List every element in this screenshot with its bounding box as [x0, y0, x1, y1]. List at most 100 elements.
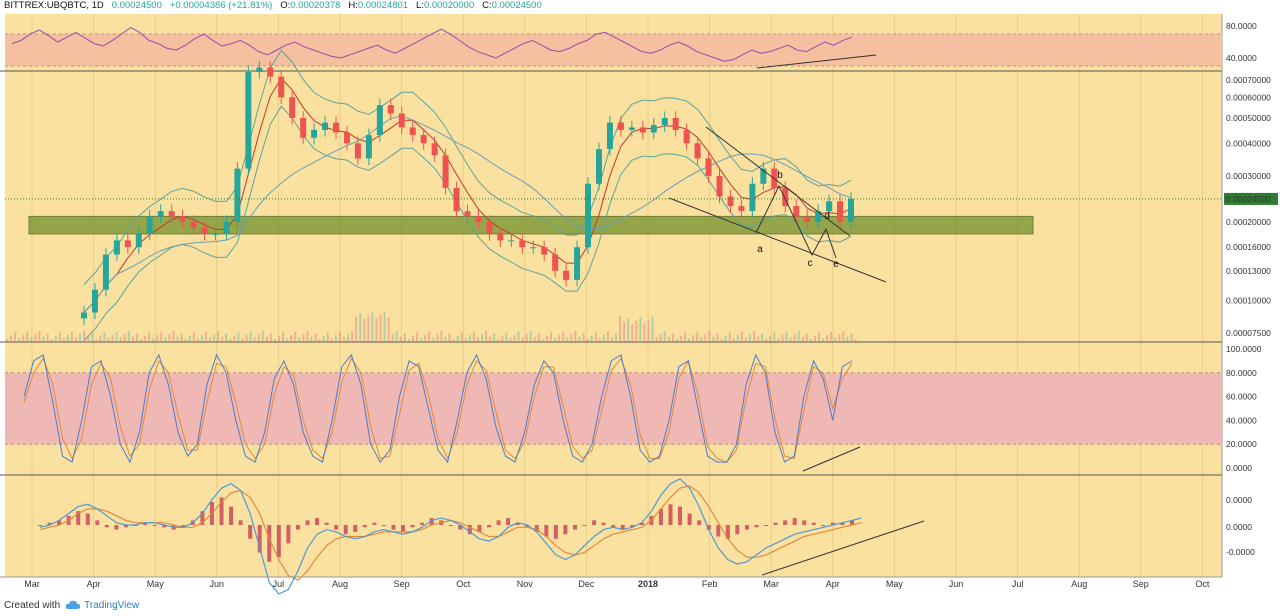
macd-bar: [792, 518, 797, 525]
macd-bar: [334, 525, 339, 530]
volume-bar: [801, 336, 804, 341]
month-label: Dec: [578, 579, 595, 589]
candle-body: [497, 233, 504, 241]
macd-bar: [811, 522, 816, 525]
candle-body: [234, 168, 241, 222]
volume-bar: [813, 335, 816, 341]
volume-bar: [598, 338, 601, 341]
candle-body: [333, 122, 340, 133]
month-label: May: [147, 579, 165, 589]
candle-body: [848, 198, 854, 222]
volume-bar: [103, 332, 106, 341]
volume-bar: [606, 331, 609, 341]
volume-bar: [424, 335, 427, 341]
stoch-band: [5, 372, 1222, 445]
macd-bar: [104, 525, 109, 528]
candle-body: [760, 168, 767, 184]
volume-bar: [574, 331, 577, 341]
volume-bar: [241, 338, 244, 341]
volume-bar: [623, 321, 626, 341]
volume-bar: [261, 331, 264, 341]
macd-bar: [706, 525, 711, 530]
volume-bar: [826, 335, 829, 341]
volume-bar: [347, 334, 350, 341]
macd-bar: [410, 525, 415, 528]
volume-bar: [99, 335, 102, 341]
volume-bar: [590, 335, 593, 341]
volume-bar: [533, 336, 536, 341]
volume-bar: [326, 332, 329, 341]
volume-bar: [395, 331, 398, 341]
volume-bar: [570, 334, 573, 341]
volume-bar: [684, 332, 687, 341]
candle-body: [124, 240, 131, 248]
macd-bar: [620, 525, 625, 530]
high-value: 0.00024801: [357, 0, 409, 11]
volume-bar: [602, 335, 605, 341]
chart-canvas[interactable]: 80.0000 40.0000 a b c d e 0.00024500 0.00070000 0…: [0, 0, 1280, 596]
volume-bar: [79, 334, 82, 341]
candle-body: [563, 270, 570, 280]
rsi-tick-label: 80.0000: [1226, 21, 1257, 31]
macd-bar: [821, 525, 826, 526]
candle-body: [146, 216, 153, 234]
volume-bar: [209, 337, 211, 341]
macd-bar: [506, 518, 511, 525]
stoch-tick-label: 40.0000: [1226, 415, 1257, 425]
candle-body: [212, 233, 219, 235]
candle-body: [519, 240, 526, 248]
macd-bar: [773, 522, 778, 525]
volume-bar: [245, 335, 248, 341]
candle-body: [694, 143, 701, 159]
volume-bar: [257, 334, 260, 341]
volume-bar: [371, 312, 374, 341]
macd-bar: [38, 525, 42, 526]
macd-bar: [582, 525, 587, 526]
macd-bar: [630, 525, 635, 528]
volume-bar: [139, 339, 142, 341]
macd-bar: [611, 525, 616, 528]
candle-body: [223, 221, 230, 234]
volume-bar: [148, 332, 151, 341]
candle-body: [530, 247, 537, 249]
macd-bar: [754, 525, 759, 528]
candle-body: [705, 158, 712, 176]
volume-bar: [818, 332, 820, 341]
stoch-tick-label: 0.0000: [1226, 463, 1252, 473]
macd-bar: [248, 525, 253, 539]
volume-bar: [54, 335, 57, 341]
volume-bar: [541, 339, 544, 341]
vertical-gridlines: [31, 14, 1203, 577]
volume-bar: [75, 337, 78, 341]
volume-bar: [615, 334, 617, 341]
volume-bar: [692, 335, 695, 341]
macd-bar: [267, 525, 272, 562]
macd-bar: [572, 525, 577, 530]
candle-body: [245, 72, 252, 169]
month-label: Jun: [210, 579, 225, 589]
price-tick-label: 0.00040000: [1226, 138, 1271, 148]
volume-bar: [375, 318, 378, 341]
volume-bar: [472, 331, 475, 341]
volume-bar: [785, 331, 788, 341]
candle-body: [826, 201, 833, 212]
volume-bar: [144, 335, 147, 341]
candle-body: [190, 221, 197, 228]
tradingview-brand[interactable]: TradingView: [65, 600, 139, 611]
candle-body: [201, 227, 208, 234]
volume-bar: [460, 332, 463, 341]
wave-label-b: b: [777, 170, 783, 181]
stoch-rsi-panel: 100.0000 80.0000 60.0000 40.0000 20.0000 0.00…: [5, 344, 1262, 473]
low-label: L:: [416, 0, 424, 11]
macd-bar: [276, 525, 281, 558]
date-axis: Mar Apr May Jun Jul Aug Sep Oct Nov Dec 2018 Feb Mar…: [24, 579, 1210, 589]
volume-bar: [200, 335, 203, 341]
stoch-k-line: [23, 353, 853, 464]
volume-bar: [407, 339, 410, 341]
volume-bar: [399, 336, 402, 341]
wave-path: [755, 184, 837, 259]
candle-body: [354, 143, 361, 159]
volume-bar: [509, 338, 512, 341]
stoch-tick-label: 100.0000: [1226, 344, 1262, 354]
candle-body: [672, 117, 679, 130]
